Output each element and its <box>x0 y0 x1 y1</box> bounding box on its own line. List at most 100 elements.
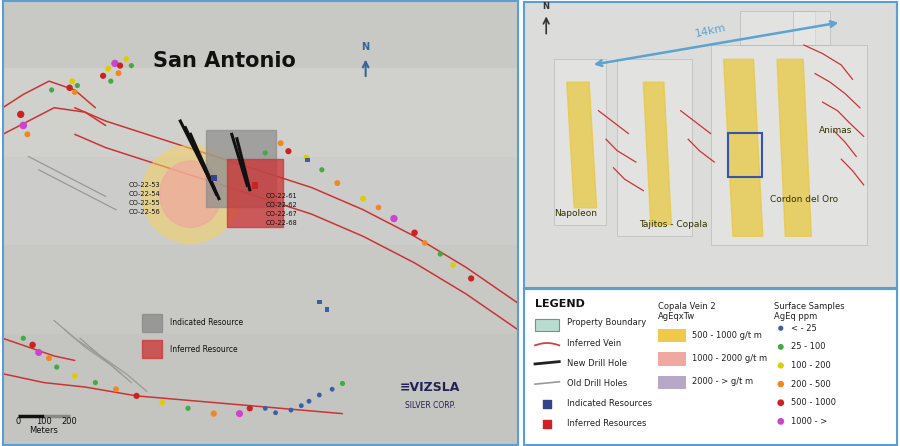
Text: CO-22-54: CO-22-54 <box>129 191 160 197</box>
Text: 14km: 14km <box>694 22 727 38</box>
Text: LEGEND: LEGEND <box>535 299 585 309</box>
Point <box>119 55 133 62</box>
Point <box>774 418 788 425</box>
Point <box>336 380 350 387</box>
Point <box>315 166 329 173</box>
Text: Surface Samples
AgEq ppm: Surface Samples AgEq ppm <box>774 302 845 321</box>
Point <box>284 406 298 413</box>
Point <box>88 379 103 386</box>
Bar <box>3 334 518 445</box>
Point <box>540 420 554 427</box>
Bar <box>3 1 518 68</box>
Bar <box>535 319 559 331</box>
Ellipse shape <box>141 145 239 243</box>
Text: New Drill Hole: New Drill Hole <box>567 359 626 368</box>
Text: Copala Vein 2
AgEqxTw: Copala Vein 2 AgEqxTw <box>658 302 716 321</box>
Text: CO-22-61: CO-22-61 <box>266 194 297 199</box>
Text: 500 - 1000: 500 - 1000 <box>791 398 836 407</box>
Bar <box>658 376 687 389</box>
Text: San Antonio: San Antonio <box>153 51 295 71</box>
Point <box>232 410 247 417</box>
Point <box>299 154 313 161</box>
Point <box>774 362 788 369</box>
Text: Napoleon: Napoleon <box>554 209 598 218</box>
Point <box>96 72 111 79</box>
Bar <box>554 59 606 225</box>
Point <box>274 140 288 147</box>
Point <box>62 84 77 91</box>
Point <box>302 398 316 405</box>
Bar <box>227 159 284 227</box>
Point <box>464 275 479 282</box>
Point <box>155 399 169 406</box>
Point <box>124 62 139 69</box>
Text: 100: 100 <box>36 417 52 426</box>
Text: < - 25: < - 25 <box>791 324 816 333</box>
Point <box>330 180 345 187</box>
Text: CO-22-68: CO-22-68 <box>266 220 297 226</box>
Point <box>20 131 34 138</box>
Point <box>104 78 118 85</box>
Point <box>320 306 334 313</box>
Point <box>50 363 64 371</box>
Point <box>418 240 432 247</box>
Point <box>14 111 28 118</box>
Text: Property Boundary: Property Boundary <box>567 318 646 327</box>
Point <box>68 89 82 96</box>
Point <box>112 62 127 69</box>
Text: Meters: Meters <box>30 425 58 435</box>
Point <box>207 174 221 182</box>
Point <box>774 380 788 388</box>
Bar <box>793 11 830 45</box>
Ellipse shape <box>159 161 221 227</box>
Point <box>268 409 283 416</box>
Point <box>325 386 339 393</box>
Point <box>248 182 262 189</box>
Point <box>16 334 31 342</box>
Text: 0: 0 <box>15 417 21 426</box>
Point <box>41 355 56 362</box>
Polygon shape <box>777 59 812 236</box>
Text: ≡VIZSLA: ≡VIZSLA <box>400 380 460 393</box>
Bar <box>3 157 518 245</box>
Text: Old Drill Holes: Old Drill Holes <box>567 379 627 388</box>
Text: 200 - 500: 200 - 500 <box>791 380 831 388</box>
Point <box>408 229 422 236</box>
Text: CO-22-55: CO-22-55 <box>129 200 160 206</box>
Bar <box>3 245 518 334</box>
Point <box>774 343 788 351</box>
Point <box>356 195 370 202</box>
Point <box>108 60 122 67</box>
Text: Inferred Resources: Inferred Resources <box>567 419 646 428</box>
Point <box>65 78 79 85</box>
Text: 100 - 200: 100 - 200 <box>791 361 831 370</box>
Point <box>243 405 257 412</box>
Point <box>281 148 295 155</box>
Bar <box>711 45 868 245</box>
Text: 500 - 1000 g/t m: 500 - 1000 g/t m <box>692 331 761 340</box>
Bar <box>206 130 275 207</box>
Point <box>258 149 273 157</box>
Text: CO-22-62: CO-22-62 <box>266 202 297 208</box>
Text: Inferred Resource: Inferred Resource <box>170 345 238 354</box>
Text: SILVER CORP.: SILVER CORP. <box>405 401 455 410</box>
Bar <box>658 329 687 342</box>
Text: N: N <box>543 2 550 11</box>
Point <box>112 70 126 77</box>
Bar <box>617 59 692 236</box>
Polygon shape <box>724 59 763 236</box>
Text: 1000 - 2000 g/t m: 1000 - 2000 g/t m <box>692 354 767 363</box>
Text: CO-22-67: CO-22-67 <box>266 211 297 217</box>
Text: Indicated Resources: Indicated Resources <box>567 399 652 408</box>
Point <box>130 392 144 400</box>
Point <box>207 410 221 417</box>
Point <box>258 405 273 412</box>
Point <box>774 325 788 332</box>
Point <box>387 215 401 222</box>
Text: Inferred Vein: Inferred Vein <box>567 339 621 347</box>
Point <box>101 65 115 72</box>
Point <box>70 82 85 89</box>
Text: CO-22-53: CO-22-53 <box>129 182 160 188</box>
Bar <box>3 68 518 157</box>
Bar <box>658 352 687 366</box>
